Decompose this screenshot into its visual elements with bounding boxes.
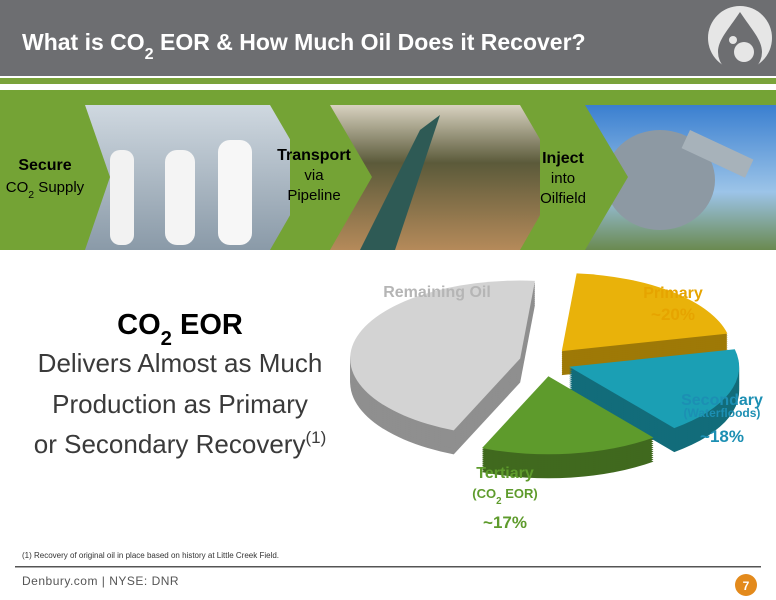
text-part: Supply <box>34 179 85 196</box>
footnote: (1) Recovery of original oil in place ba… <box>22 551 279 560</box>
step-text: into <box>551 170 575 187</box>
footer-rule <box>15 566 761 568</box>
headline-line: or Secondary Recovery <box>34 429 306 459</box>
text-part: EOR) <box>502 486 538 501</box>
step-title: Transport <box>277 147 351 164</box>
logo <box>708 6 772 74</box>
text-part: 2 <box>145 45 154 63</box>
text-part: CO <box>117 309 161 341</box>
category-label: Primary <box>643 285 703 302</box>
step-title: Secure <box>18 157 71 174</box>
note-ref: (1) <box>305 428 326 447</box>
text-part: What is CO <box>22 29 145 55</box>
step-text: via <box>304 167 324 184</box>
slide-title: What is CO2 EOR & How Much Oil Does it R… <box>22 29 586 63</box>
category-label: Secondary <box>681 392 763 409</box>
pie-slice <box>350 280 535 431</box>
process-banner <box>0 90 776 250</box>
page-badge <box>735 574 757 596</box>
value-label: ~20% <box>651 305 695 324</box>
text-part: 2 <box>28 189 34 201</box>
step-title: Inject <box>542 150 584 167</box>
header-rule <box>0 78 776 84</box>
value-label: ~18% <box>700 427 744 446</box>
pie-slice <box>481 376 654 455</box>
footer-site: Denbury.com | NYSE: DNR <box>22 574 179 588</box>
step-text: Pipeline <box>287 187 340 204</box>
text-part: EOR <box>172 309 243 341</box>
step-text: Oilfield <box>540 190 586 207</box>
category-sublabel: (Waterfloods) <box>684 406 761 420</box>
category-label: Remaining Oil <box>383 284 491 301</box>
page-number: 7 <box>743 579 750 593</box>
headline-line: or Secondary Recovery(1) <box>34 428 326 459</box>
text-part: CO <box>6 179 29 196</box>
text-part: EOR & How Much Oil Does it Recover? <box>154 29 586 55</box>
text-part: (CO <box>472 486 496 501</box>
header-band <box>0 0 776 76</box>
headline-line: Production as Primary <box>52 389 308 419</box>
text-part: 2 <box>161 328 172 350</box>
category-sublabel: (CO2 EOR) <box>472 486 537 507</box>
pie-slice <box>569 349 740 429</box>
text-part: 2 <box>496 496 502 507</box>
headline-title: CO2 EOR <box>117 309 243 350</box>
step-text: CO2 Supply <box>6 179 85 201</box>
pie-slice <box>561 273 728 352</box>
headline-line: Delivers Almost as Much <box>38 348 323 378</box>
category-label: Tertiary <box>476 465 534 482</box>
value-label: ~17% <box>483 513 527 532</box>
